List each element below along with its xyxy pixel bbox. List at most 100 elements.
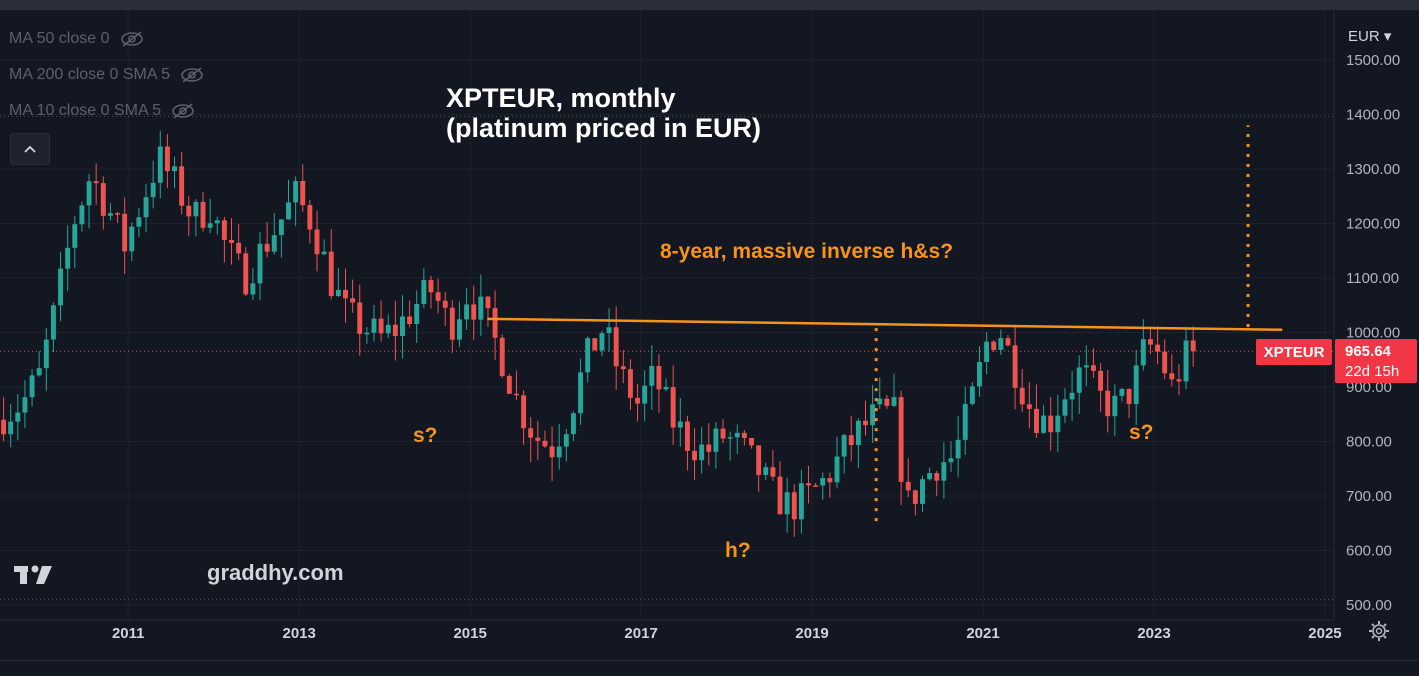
candle-body — [855, 420, 861, 446]
candle-body — [93, 181, 99, 184]
candle-body — [300, 180, 306, 206]
candle-body — [706, 444, 712, 452]
right-shoulder-label: s? — [1129, 421, 1154, 444]
candle-body — [1041, 415, 1047, 433]
candle-body — [264, 243, 270, 252]
currency-selector[interactable]: EUR ▾ — [1348, 28, 1392, 45]
candle-body — [798, 483, 804, 520]
candle-body — [371, 318, 377, 333]
legend-row-ma50[interactable]: MA 50 close 0 — [9, 30, 144, 48]
candle-body — [863, 420, 868, 426]
candle-body — [129, 226, 135, 252]
candles — [1, 130, 1196, 537]
candle-body — [207, 223, 213, 228]
candle-body — [164, 146, 170, 172]
candle-body — [813, 485, 819, 487]
eye-off-icon[interactable] — [180, 66, 204, 84]
candle-body — [912, 490, 918, 504]
candle-body — [506, 376, 512, 394]
candle-body — [50, 305, 56, 340]
y-tick-label: 1100.00 — [1346, 270, 1399, 287]
candle-body — [570, 413, 576, 435]
candle-body — [513, 393, 519, 396]
candle-body — [350, 298, 356, 303]
candle-body — [286, 202, 291, 220]
last-price-value: 965.64 — [1345, 343, 1391, 360]
candle-body — [955, 439, 961, 459]
candle-body — [492, 308, 498, 338]
y-tick-label: 1200.00 — [1346, 216, 1400, 233]
candle-body — [157, 146, 163, 183]
candle-body — [962, 403, 968, 440]
y-tick-label: 700.00 — [1346, 488, 1392, 505]
candle-body — [1155, 344, 1161, 352]
y-tick-label: 1300.00 — [1346, 161, 1400, 178]
candle-body — [528, 428, 534, 438]
candle-body — [314, 229, 320, 255]
candle-body — [948, 458, 954, 463]
candle-body — [499, 337, 505, 377]
candle-body — [777, 476, 783, 515]
collapse-legend-button[interactable] — [10, 133, 50, 165]
candle-body — [421, 280, 427, 304]
candle-body — [414, 303, 420, 324]
candle-body — [43, 339, 49, 369]
candle-body — [485, 296, 491, 309]
candle-body — [898, 397, 904, 482]
candle-body — [65, 247, 71, 269]
legend-row-ma10[interactable]: MA 10 close 0 SMA 5 — [9, 102, 195, 120]
candle-body — [563, 434, 569, 447]
candle-body — [471, 304, 477, 320]
candle-body — [343, 289, 348, 299]
candle-body — [905, 481, 911, 491]
legend-row-ma200[interactable]: MA 200 close 0 SMA 5 — [9, 66, 204, 84]
pattern-annotation: 8-year, massive inverse h&s? — [660, 240, 954, 263]
x-tick-label: 2013 — [282, 625, 315, 642]
candle-body — [378, 318, 384, 334]
candle-body — [585, 338, 591, 373]
candle-body — [1048, 415, 1054, 433]
gear-icon[interactable] — [1368, 620, 1390, 642]
candle-body — [100, 183, 106, 216]
candle-body — [969, 386, 975, 404]
candle-body — [1062, 399, 1068, 416]
candle-body — [229, 239, 234, 243]
legend-label: MA 50 close 0 — [9, 30, 110, 47]
candle-body — [115, 213, 120, 215]
candle-body — [321, 251, 327, 255]
candle-body — [1105, 390, 1111, 417]
candle-body — [364, 332, 370, 335]
candle-body — [606, 327, 612, 334]
candle-body — [542, 440, 548, 447]
candle-body — [293, 180, 299, 203]
candle-body — [328, 251, 334, 297]
candle-body — [1055, 415, 1061, 433]
candle-body — [250, 283, 256, 295]
candle-body — [392, 324, 398, 337]
candle-body — [770, 467, 776, 477]
price-chart[interactable]: 500.00 600.00 700.00 800.00 900.00 1000.00 110… — [0, 10, 1419, 660]
candle-body — [578, 372, 584, 414]
candle-body — [820, 478, 826, 486]
candle-body — [36, 368, 42, 376]
eye-off-icon[interactable] — [120, 30, 144, 48]
candle-body — [592, 338, 598, 351]
candle-body — [670, 387, 676, 428]
candle-body — [620, 366, 626, 370]
candle-body — [941, 462, 947, 481]
candle-body — [870, 404, 876, 426]
candle-body — [1126, 388, 1132, 405]
legend-label: MA 200 close 0 SMA 5 — [9, 66, 170, 83]
candle-body — [827, 478, 833, 483]
tradingview-logo — [14, 565, 52, 584]
candle-body — [449, 307, 455, 340]
candle-body — [72, 224, 78, 248]
candle-body — [1162, 351, 1168, 374]
candle-body — [734, 432, 740, 438]
y-tick-label: 1500.00 — [1346, 52, 1400, 69]
eye-off-icon[interactable] — [171, 102, 195, 120]
candle-body — [1005, 338, 1011, 346]
candle-body — [150, 182, 156, 198]
candle-body — [642, 385, 648, 404]
candle-body — [136, 217, 142, 227]
